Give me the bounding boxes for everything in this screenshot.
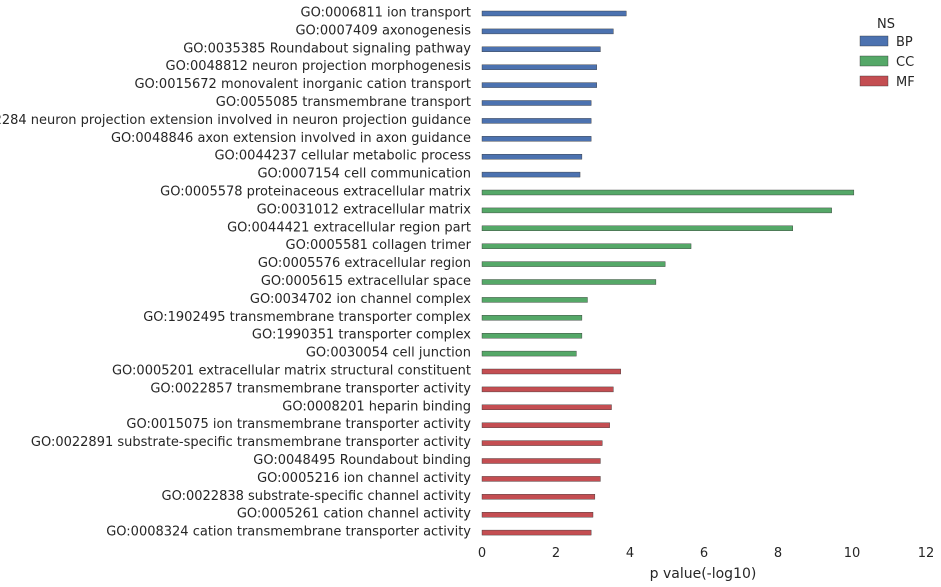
bar-mf [481,386,614,393]
bar-mf [481,368,621,375]
bar-bp [481,171,581,178]
category-labels-group: GO:0006811 ion transport GO:0007409 axono… [0,6,472,540]
category-label: GO:0044421 extracellular region part [227,220,471,235]
legend-label-bp: BP [896,35,913,50]
category-label: GO:0022857 transmembrane transporter act… [150,381,471,396]
category-label: GO:0005201 extracellular matrix structur… [112,364,471,379]
bar-mf [481,422,610,428]
category-label: GO:0005576 extracellular region [258,256,471,271]
x-tick-label: 6 [700,546,708,561]
category-label: GO:0035385 Roundabout signaling pathway [183,41,471,56]
category-label: GO:1902284 neuron projection extension i… [0,113,471,128]
x-axis-title: p value(-log10) [650,566,757,582]
legend: NS BP CC MF [859,17,915,90]
x-tick-label: 4 [626,546,634,561]
x-tick-label: 2 [552,546,560,561]
legend-swatch-bp [859,35,889,47]
bar-cc [481,350,577,357]
category-label: GO:0008201 heparin binding [282,399,471,414]
category-label: GO:0044237 cellular metabolic process [214,149,471,164]
bar-mf [481,494,596,500]
bar-bp [481,46,601,52]
bar-bp [481,118,592,124]
category-label: GO:0005578 proteinaceous extracellular m… [160,185,471,200]
category-label: GO:0031012 extracellular matrix [257,202,472,217]
category-label: GO:0030054 cell junction [306,346,471,361]
bar-cc [481,243,692,249]
bar-mf [481,440,603,446]
bar-bp [481,10,627,17]
bar-mf [481,529,592,536]
bar-cc [481,207,832,214]
bar-bp [481,136,592,142]
category-label: GO:0008324 cation transmembrane transpor… [106,525,471,540]
bar-mf [481,476,601,482]
x-tick-label: 10 [844,546,861,561]
category-label: GO:0005615 extracellular space [261,274,471,289]
category-label: GO:1902495 transmembrane transporter com… [143,310,471,325]
bar-bp [481,28,614,35]
category-label: GO:0005261 cation channel activity [237,507,471,522]
category-label: GO:0005216 ion channel activity [257,471,471,486]
category-label: GO:0006811 ion transport [301,6,472,21]
category-label: GO:1990351 transporter complex [252,328,471,343]
category-label: GO:0048495 Roundabout binding [253,453,471,468]
x-ticks-group: 0 2 4 6 8 10 12 [478,546,934,561]
bar-mf [481,458,601,464]
category-label: GO:0048846 axon extension involved in ax… [111,131,471,146]
bar-mf [481,512,594,518]
category-label: GO:0022891 substrate-specific transmembr… [31,435,471,450]
category-label: GO:0034702 ion channel complex [250,292,471,307]
bar-cc [481,333,583,339]
bar-bp [481,82,597,88]
bar-bp [481,64,597,70]
bar-cc [481,261,666,267]
category-label: GO:0055085 transmembrane transport [216,95,471,110]
bar-bp [481,100,592,106]
bar-bp [481,153,583,160]
category-label: GO:0007409 axonogenesis [295,23,471,38]
x-tick-label: 12 [918,546,935,561]
category-label: GO:0048812 neuron projection morphogenes… [166,59,472,74]
legend-swatch-cc [859,55,889,67]
bar-mf [481,404,612,410]
legend-label-mf: MF [896,75,915,90]
category-label: GO:0015075 ion transmembrane transporter… [126,417,471,432]
bar-cc [481,189,855,196]
bar-cc [481,315,583,321]
x-tick-label: 8 [774,546,782,561]
category-label: GO:0005581 collagen trimer [286,238,472,253]
bars-group [481,10,855,536]
category-label: GO:0022838 substrate-specific channel ac… [162,489,472,504]
category-label: GO:0015672 monovalent inorganic cation t… [134,77,471,92]
legend-title: NS [877,17,895,32]
legend-swatch-mf [859,75,889,87]
bar-cc [481,225,793,232]
x-tick-label: 0 [478,546,486,561]
legend-label-cc: CC [896,55,914,70]
bar-cc [481,279,657,285]
bar-cc [481,297,588,303]
category-label: GO:0007154 cell communication [257,167,471,182]
